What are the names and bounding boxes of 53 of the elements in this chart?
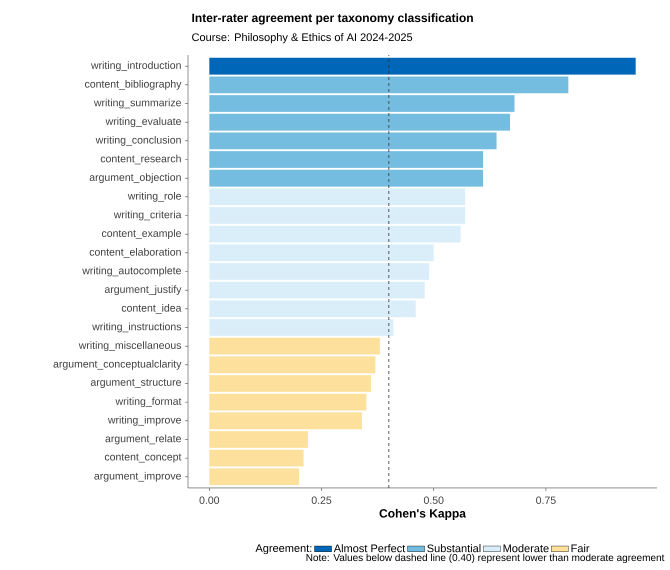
y-tick-label: writing_introduction — [90, 61, 181, 72]
y-tick-label: content_elaboration — [90, 248, 181, 258]
y-tick-label: argument_relate — [105, 434, 181, 444]
x-tick-label: 0.75 — [536, 496, 556, 504]
y-tick-label: argument_objection — [90, 173, 181, 184]
y-tick-label: writing_evaluate — [106, 117, 181, 128]
bar — [209, 188, 466, 206]
y-tick-label: content_idea — [122, 304, 182, 314]
legend-label: Moderate — [504, 544, 549, 552]
y-tick-label: writing_instructions — [92, 322, 182, 332]
chart-subtitle: Course: Philosophy & Ethics of AI 2024-2025 — [192, 33, 412, 44]
bar — [209, 412, 362, 430]
y-tick-label: writing_summarize — [94, 98, 181, 108]
text: Note: Values below dashed line (0.40) represent lower than moderate agreement — [306, 554, 664, 564]
bar — [209, 244, 434, 262]
legend-label: Almost Perfect — [334, 544, 406, 552]
bar — [209, 151, 484, 168]
bar — [209, 338, 380, 355]
bar — [209, 282, 425, 299]
y-tick-label: content_bibliography — [85, 80, 182, 90]
bar — [209, 263, 430, 280]
y-tick-label: writing_miscellaneous — [78, 341, 182, 352]
x-tick-label: 0.25 — [312, 496, 332, 504]
bar — [209, 207, 466, 224]
legend-label: Fair — [572, 544, 590, 552]
y-tick-label: content_research — [100, 154, 181, 164]
y-tick-label: writing_criteria — [114, 210, 182, 220]
y-tick-label: argument_improve — [94, 472, 181, 482]
bar — [209, 58, 636, 75]
bar — [209, 319, 394, 336]
x-axis-title: Cohen's Kappa — [380, 508, 466, 520]
bar — [209, 468, 300, 486]
y-tick-label: writing_role — [128, 192, 181, 202]
y-tick-label: argument_justify — [104, 285, 182, 296]
chart-title: Inter-rater agreement per taxonomy classification — [192, 13, 473, 25]
y-tick-label: writing_autocomplete — [82, 266, 181, 276]
legend-label: Substantial — [427, 544, 480, 552]
y-tick-label: writing_format — [116, 397, 182, 408]
bar — [209, 356, 376, 374]
bar — [209, 300, 416, 318]
bar — [209, 170, 484, 187]
y-tick-label: argument_structure — [90, 379, 181, 388]
legend-title: Agreement: — [255, 544, 312, 554]
y-tick-label: writing_conclusion — [96, 136, 181, 146]
y-tick-label: content_example — [102, 229, 181, 240]
y-tick-label: argument_conceptualclarity — [54, 360, 182, 370]
y-tick-label: writing_improve — [108, 416, 181, 426]
y-tick-label: content_concept — [104, 454, 182, 463]
bar — [209, 114, 510, 131]
bar — [209, 226, 461, 243]
bar — [209, 132, 497, 150]
x-tick-label: 0.00 — [200, 496, 220, 504]
x-tick-label: 0.50 — [424, 496, 444, 504]
